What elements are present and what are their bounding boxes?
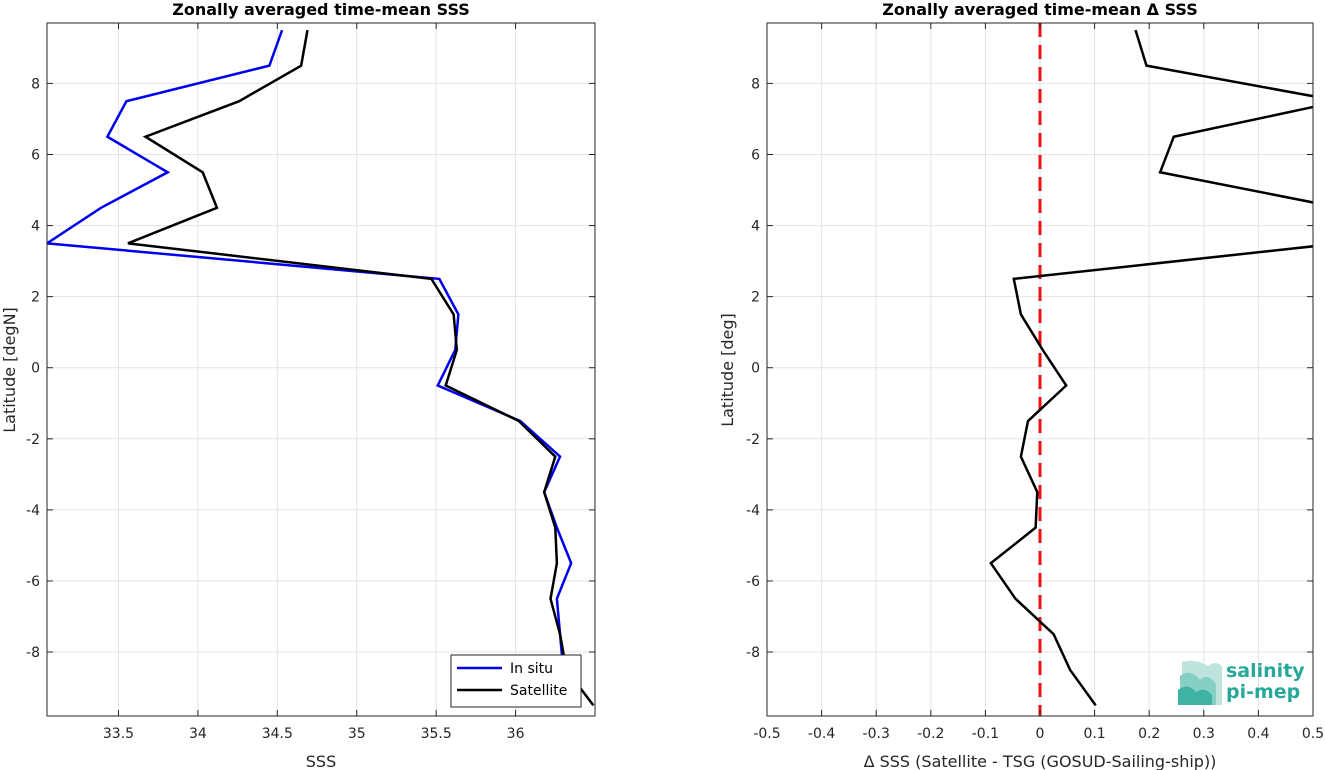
sss-y-tick-label: -6 [26,574,40,590]
sss-x-tick-label: 34.5 [262,726,293,742]
delta-sss-x-tick-label: -0.2 [917,726,944,742]
logo-wave-mark [1178,660,1222,705]
delta-sss-y-tick-label: 6 [751,147,760,163]
delta-sss-y-tick-label: 8 [751,76,760,92]
sss-y-tick-label: 8 [31,76,40,92]
sss-y-tick-label: 2 [31,290,40,306]
sss-line-in-situ [47,29,573,706]
sss-x-tick-label: 34 [189,726,207,742]
delta-sss-y-tick-label: 4 [751,219,760,235]
delta-sss-y-tick-label: -8 [746,645,760,661]
sss-y-axis-label: Latitude [degN] [0,307,19,433]
delta-sss-x-tick-label: 0.5 [1302,726,1324,742]
delta-sss-x-tick-label: -0.5 [753,726,780,742]
salinity-pi-mep-logo: salinity pi-mep [1178,660,1305,705]
sss-y-tick-label: 6 [31,147,40,163]
legend: In situ Satellite [450,654,582,708]
sss-y-tick-label: -8 [26,645,40,661]
sss-ticks: 33.5 34 34.5 35 35.5 36 -8 -6 -4 -2 0 2 4 6 8 [26,23,595,742]
delta-sss-lines [989,23,1313,716]
delta-sss-x-tick-label: -0.3 [863,726,890,742]
legend-label-in-situ: In situ [510,661,553,677]
delta-sss-x-axis-label: Δ SSS (Satellite - TSG (GOSUD-Sailing-sh… [864,752,1217,770]
sss-grid [47,23,595,716]
delta-sss-line-series-0 [989,29,1313,707]
delta-sss-x-tick-label: -0.1 [972,726,999,742]
sss-x-tick-label: 35 [348,726,366,742]
sss-panel: 33.5 34 34.5 35 35.5 36 -8 -6 -4 -2 0 2 4 6 8 Zonally … [0,0,596,770]
sss-y-tick-label: -2 [26,432,40,448]
delta-sss-y-tick-label: -4 [746,503,760,519]
delta-sss-x-tick-label: 0.3 [1193,726,1215,742]
sss-plot-area [47,23,595,716]
delta-sss-x-tick-label: 0.4 [1247,726,1269,742]
delta-sss-chart-title: Zonally averaged time-mean Δ SSS [882,0,1198,19]
sss-chart-title: Zonally averaged time-mean SSS [172,0,470,19]
sss-y-tick-label: 4 [31,219,40,235]
delta-sss-y-tick-label: 0 [751,361,760,377]
legend-label-satellite: Satellite [510,683,567,699]
legend-box [450,654,582,708]
sss-axes-frame [46,22,596,717]
delta-sss-y-tick-label: 2 [751,290,760,306]
delta-sss-y-tick-label: -2 [746,432,760,448]
sss-lines [47,29,595,707]
sss-x-tick-label: 36 [507,726,525,742]
delta-sss-panel: -0.5 -0.4 -0.3 -0.2 -0.1 0 0.1 0.2 0.3 0.4 0.5 -8 -6… [718,0,1324,770]
sss-line-satellite [127,29,595,707]
delta-sss-x-tick-label: 0 [1036,726,1045,742]
sss-y-tick-label: -4 [26,503,40,519]
sss-x-axis-label: SSS [306,752,336,770]
sss-x-tick-label: 35.5 [421,726,452,742]
delta-sss-x-tick-label: 0.2 [1138,726,1160,742]
delta-sss-ticks: -0.5 -0.4 -0.3 -0.2 -0.1 0 0.1 0.2 0.3 0.4 0.5 -8 -6… [746,23,1324,742]
logo-text-salinity: salinity [1226,660,1305,682]
delta-sss-x-tick-label: 0.1 [1083,726,1105,742]
sss-y-tick-label: 0 [31,361,40,377]
logo-text-pi-mep: pi-mep [1226,681,1300,703]
delta-sss-y-tick-label: -6 [746,574,760,590]
delta-sss-x-tick-label: -0.4 [808,726,835,742]
delta-sss-y-axis-label: Latitude [deg] [718,313,737,427]
sss-x-tick-label: 33.5 [103,726,134,742]
